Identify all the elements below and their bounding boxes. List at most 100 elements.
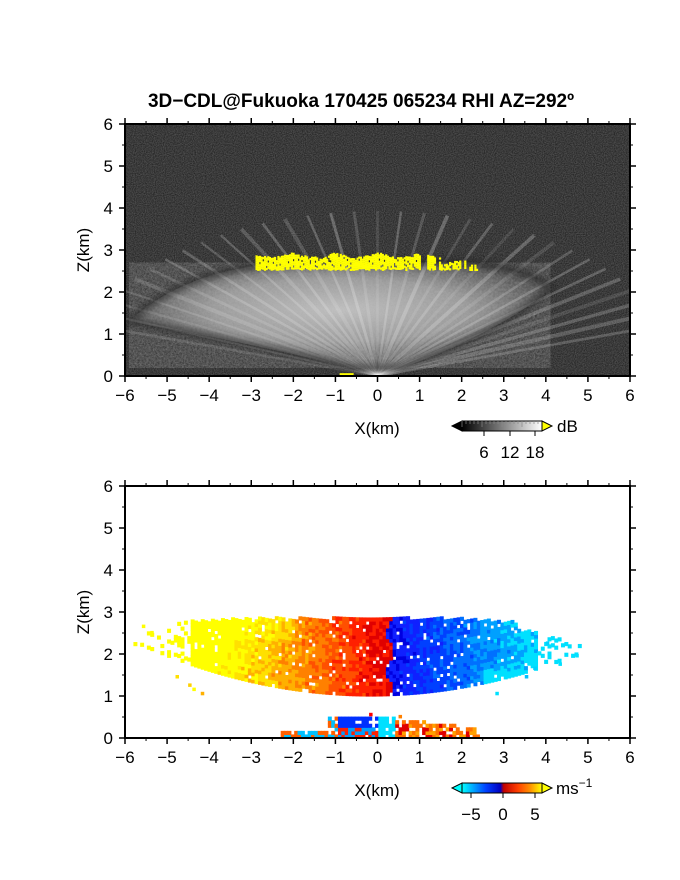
velocity-pixel [358,635,363,640]
saturated-pixel [363,260,366,263]
velocity-pixel [500,672,505,677]
velocity-pixel [416,629,421,634]
saturated-pixel [277,268,280,271]
velocity-pixel [251,647,256,652]
velocity-pixel [217,620,222,625]
velocity-pixel [517,660,522,666]
velocity-pixel [401,720,406,725]
velocity-pixel [476,667,481,672]
saturated-pixel [290,258,294,262]
velocity-pixel [254,626,259,631]
velocity-pixel [281,638,286,643]
x-tick-label: 6 [625,386,634,405]
velocity-pixel [503,671,508,676]
velocity-pixel [426,632,431,637]
velocity-pixel [392,666,397,672]
velocity-pixel [503,646,508,651]
saturated-pixel [300,264,304,267]
saturated-pixel [388,261,391,264]
velocity-pixel [307,734,312,738]
velocity-pixel [396,652,400,657]
velocity-pixel [389,667,394,672]
saturated-pixel [351,262,354,265]
velocity-pixel [493,663,498,668]
velocity-pixel [436,627,441,632]
saturated-pixel [378,254,381,257]
velocity-pixel [281,631,286,636]
velocity-pixel [463,676,468,682]
velocity-pixel [486,661,491,666]
velocity-pixel [379,645,384,651]
velocity-pixel [375,681,380,686]
velocity-pixel [352,642,357,647]
velocity-pixel [257,623,262,628]
velocity-pixel [318,618,323,623]
velocity-pixel [348,634,353,640]
saturated-pixel [319,264,322,268]
saturated-pixel [279,257,282,260]
velocity-pixel [234,660,239,666]
velocity-pixel [396,691,400,696]
velocity-pixel [321,618,326,624]
saturated-pixel [279,261,282,264]
velocity-pixel [305,659,310,665]
velocity-pixel [409,665,414,671]
velocity-pixel [449,682,454,687]
velocity-pixel [396,623,400,629]
velocity-pixel [406,666,411,671]
saturated-pixel [449,264,452,267]
velocity-pixel [517,653,522,658]
saturated-pixel [341,263,344,267]
saturated-pixel [449,261,452,265]
velocity-pixel [503,653,508,658]
velocity-pixel [527,632,532,638]
velocity-pixel [473,678,478,683]
velocity-pixel [527,647,532,652]
velocity-pixel [362,645,367,651]
velocity-pixel [401,727,406,732]
velocity-pixel [197,635,202,641]
velocity-pixel [412,723,416,728]
velocity-pixel [493,656,498,661]
saturated-pixel [356,261,359,265]
velocity-pixel [480,670,485,675]
velocity-pixel [369,667,374,672]
velocity-pixel [268,632,273,637]
velocity-pixel [406,676,411,682]
velocity-pixel [207,639,212,644]
saturated-pixel [290,254,294,257]
velocity-pixel [271,640,276,645]
velocity-pixel [368,734,373,738]
velocity-pixel [402,644,407,650]
saturated-pixel [378,256,381,259]
velocity-pixel [274,655,279,660]
velocity-pixel [321,633,326,638]
saturated-pixel [470,264,474,267]
velocity-pixel [419,682,424,688]
velocity-pixel [513,672,518,677]
velocity-pixel [396,648,400,654]
velocity-pixel [224,622,229,627]
saturated-pixel [294,263,297,266]
velocity-pixel [385,620,390,625]
velocity-pixel [204,630,209,636]
saturated-pixel [430,266,433,269]
velocity-pixel [355,663,360,668]
velocity-pixel [308,642,313,647]
saturated-pixel [398,267,401,270]
velocity-pixel [483,647,488,653]
saturated-pixel [324,256,327,260]
velocity-pixel [190,630,195,635]
velocity-pixel [520,670,525,675]
saturated-pixel [275,260,278,263]
velocity-pixel [352,652,357,658]
saturated-pixel [474,266,477,269]
velocity-pixel [305,674,310,679]
velocity-pixel [334,727,339,732]
velocity-pixel [564,652,569,657]
saturated-pixel [267,262,270,265]
velocity-pixel [241,619,246,624]
saturated-pixel [329,258,332,261]
velocity-pixel [352,635,357,640]
velocity-pixel [197,628,202,633]
